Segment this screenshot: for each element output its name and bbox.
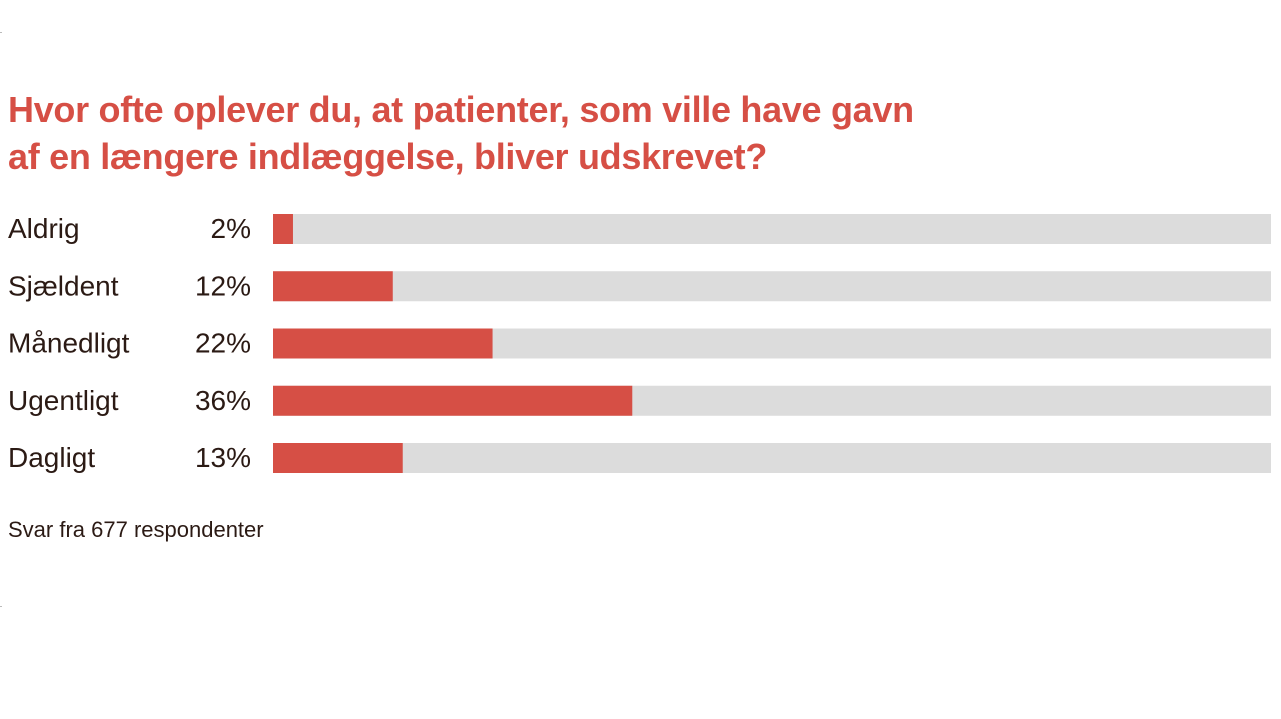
value-label: 22% — [195, 328, 251, 359]
category-label: Aldrig — [8, 213, 80, 244]
chart-title: Hvor ofte oplever du, at patienter, som … — [8, 86, 1108, 180]
edge-tick-mark — [0, 32, 2, 33]
value-label: 2% — [211, 213, 251, 244]
chart-title-line-2: af en længere indlæggelse, bliver udskre… — [8, 136, 768, 177]
category-label: Sjældent — [8, 270, 119, 301]
bar-track — [273, 214, 1271, 244]
bar — [273, 271, 393, 302]
category-label: Dagligt — [8, 442, 95, 473]
value-label: 12% — [195, 270, 251, 301]
bar — [273, 385, 633, 416]
value-label: 13% — [195, 442, 251, 473]
category-label: Ugentligt — [8, 385, 119, 416]
bar — [273, 328, 493, 359]
bar — [273, 214, 293, 244]
category-label: Månedligt — [8, 328, 130, 359]
bar-track — [273, 443, 1271, 473]
edge-tick-mark — [0, 606, 2, 607]
bar-chart: Aldrig 2% Sjældent 12% Månedligt 22% Ugentligt… — [8, 213, 1271, 473]
chart-title-line-1: Hvor ofte oplever du, at patienter, som … — [8, 89, 914, 130]
chart-footnote: Svar fra 677 respondenter — [8, 517, 264, 542]
bar — [273, 443, 403, 473]
bar-track — [273, 271, 1271, 302]
value-label: 36% — [195, 385, 251, 416]
